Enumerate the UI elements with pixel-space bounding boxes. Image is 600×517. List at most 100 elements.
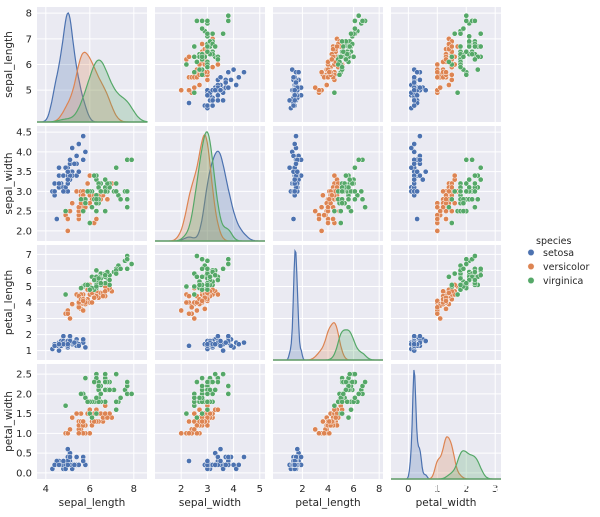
point-setosa — [291, 176, 298, 183]
point-virginica — [472, 18, 478, 24]
y-tick-label: 3 — [26, 314, 32, 325]
point-setosa — [64, 168, 71, 175]
point-setosa — [186, 342, 192, 349]
point-virginica — [348, 406, 354, 413]
point-virginica — [463, 156, 470, 163]
point-virginica — [106, 387, 113, 393]
y-tick-label: 5 — [26, 86, 32, 97]
point-virginica — [477, 265, 484, 272]
point-virginica — [457, 64, 464, 70]
point-virginica — [91, 172, 98, 179]
point-virginica — [345, 383, 352, 389]
point-setosa — [225, 333, 232, 340]
point-virginica — [199, 265, 205, 272]
point-setosa — [294, 168, 301, 175]
point-setosa — [417, 84, 423, 91]
point-versicolor — [186, 53, 192, 60]
point-setosa — [294, 446, 301, 452]
point-versicolor — [91, 294, 98, 301]
point-setosa — [60, 333, 67, 340]
x-tick-label: 8 — [376, 484, 382, 495]
point-virginica — [113, 188, 120, 195]
point-versicolor — [318, 228, 325, 234]
point-virginica — [337, 220, 344, 226]
point-virginica — [124, 204, 131, 211]
point-virginica — [359, 196, 366, 203]
point-virginica — [183, 61, 190, 68]
point-virginica — [339, 200, 345, 207]
point-versicolor — [191, 410, 198, 417]
point-versicolor — [194, 422, 200, 429]
legend-label-virginica: virginica — [543, 276, 583, 287]
point-versicolor — [64, 216, 71, 222]
point-virginica — [191, 53, 198, 60]
point-versicolor — [312, 208, 319, 214]
point-versicolor — [186, 430, 192, 437]
point-versicolor — [186, 310, 192, 317]
point-virginica — [460, 265, 467, 272]
point-virginica — [117, 196, 124, 203]
point-virginica — [225, 261, 232, 267]
point-virginica — [102, 208, 109, 214]
point-virginica — [457, 275, 464, 282]
point-setosa — [51, 188, 58, 195]
x-tick-label: 6 — [87, 484, 93, 495]
point-virginica — [97, 280, 104, 287]
panel-sepal_length-vs-sepal_width — [37, 126, 147, 241]
point-virginica — [102, 176, 109, 183]
y-tick-label: 3.0 — [16, 187, 32, 198]
point-virginica — [472, 277, 478, 283]
point-setosa — [64, 176, 71, 183]
point-virginica — [469, 51, 475, 58]
x-tick-label: 1 — [434, 484, 440, 495]
point-setosa — [414, 188, 420, 195]
point-virginica — [183, 283, 190, 290]
point-virginica — [355, 12, 362, 19]
point-virginica — [93, 410, 100, 417]
point-setosa — [71, 160, 78, 167]
point-virginica — [220, 371, 226, 377]
point-setosa — [215, 454, 221, 460]
point-versicolor — [443, 196, 449, 203]
kde-virginica — [273, 329, 383, 361]
point-virginica — [362, 204, 368, 211]
point-virginica — [225, 12, 232, 19]
point-virginica — [472, 253, 478, 259]
point-setosa — [204, 458, 211, 464]
point-setosa — [73, 454, 80, 460]
point-versicolor — [80, 298, 87, 304]
point-virginica — [78, 285, 84, 291]
point-virginica — [339, 410, 345, 417]
point-setosa — [209, 102, 216, 109]
point-virginica — [84, 398, 91, 405]
point-setosa — [71, 462, 78, 468]
point-virginica — [102, 272, 109, 279]
point-virginica — [345, 204, 352, 211]
point-versicolor — [443, 298, 449, 304]
point-virginica — [113, 371, 120, 377]
point-setosa — [67, 454, 73, 460]
point-virginica — [84, 282, 91, 288]
legend-label-setosa: setosa — [543, 248, 574, 259]
point-setosa — [220, 347, 226, 354]
point-versicolor — [434, 69, 441, 76]
panel-sepal_length-vs-petal_width — [37, 364, 147, 479]
point-virginica — [113, 164, 120, 171]
point-virginica — [346, 176, 353, 183]
point-versicolor — [215, 291, 221, 298]
y-tick-label: 6 — [26, 266, 32, 277]
point-setosa — [80, 133, 87, 139]
y-tick-label: 6 — [26, 60, 32, 71]
point-versicolor — [102, 410, 109, 417]
point-virginica — [93, 283, 100, 290]
point-versicolor — [446, 188, 452, 195]
point-virginica — [78, 391, 84, 397]
point-setosa — [217, 342, 224, 349]
panel-sepal_width-vs-petal_length — [155, 245, 265, 360]
point-virginica — [331, 402, 338, 409]
point-virginica — [204, 257, 211, 264]
point-versicolor — [93, 216, 100, 222]
point-versicolor — [84, 180, 91, 187]
point-virginica — [207, 387, 213, 393]
y-axis-label: sepal_length — [3, 31, 15, 98]
